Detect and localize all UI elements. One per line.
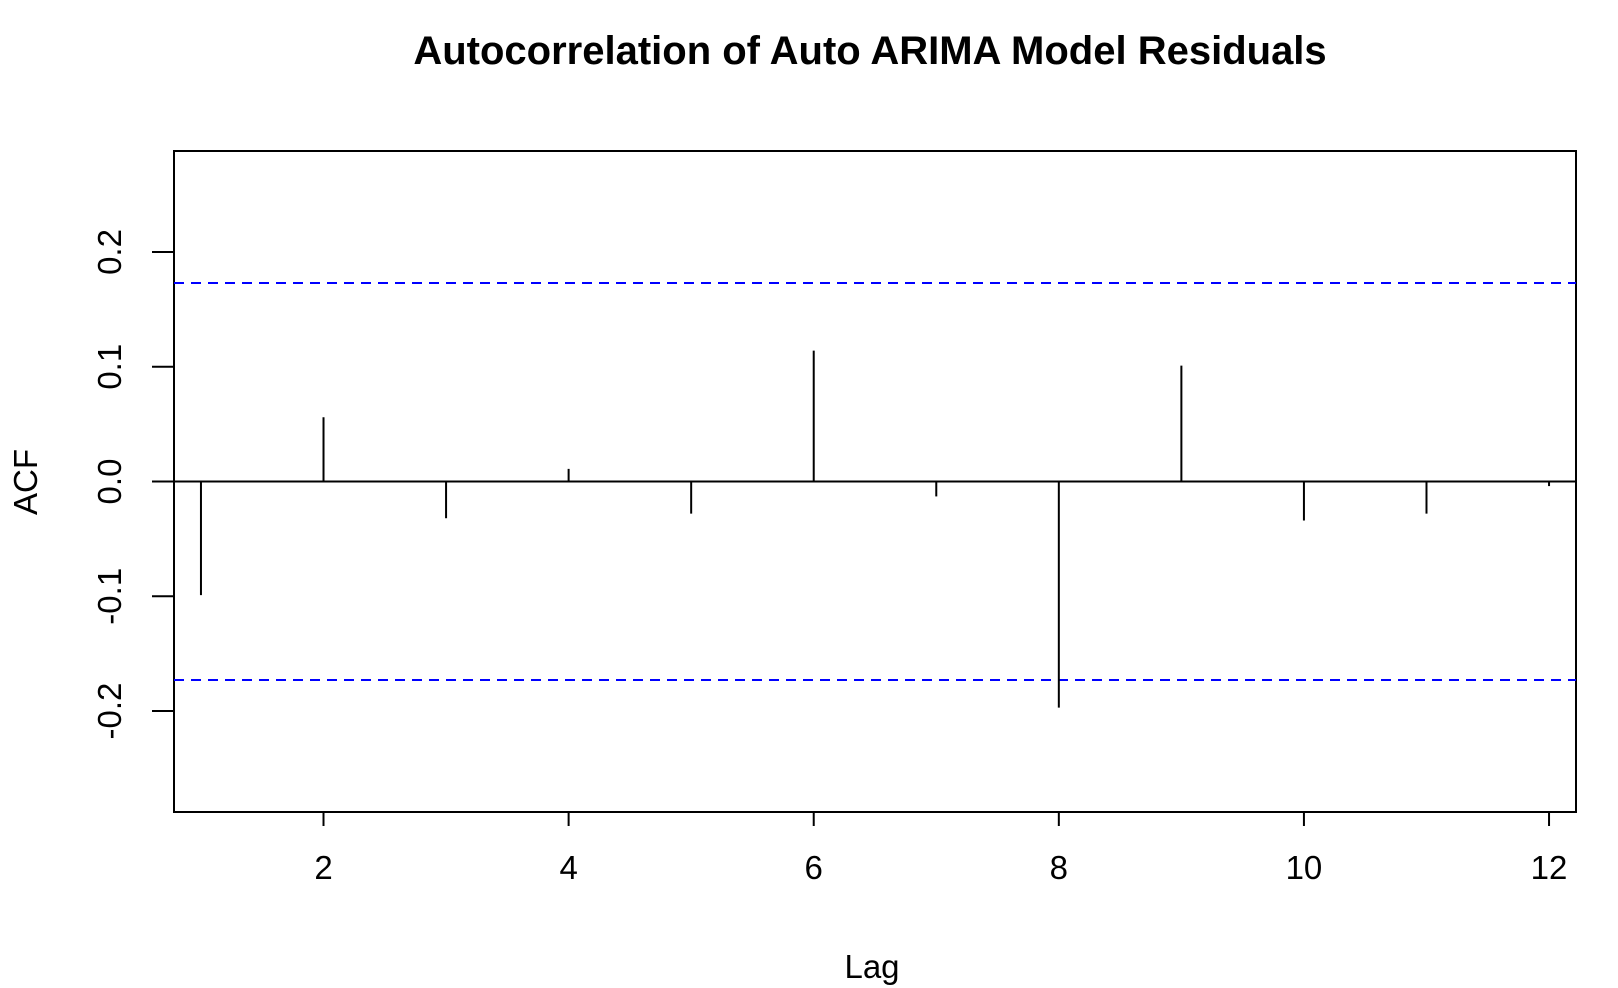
y-axis: -0.2 -0.1 0.0 0.1 0.2 — [91, 229, 174, 739]
x-tick-label: 4 — [559, 849, 577, 886]
chart-title: Autocorrelation of Auto ARIMA Model Resi… — [413, 29, 1326, 73]
x-tick-label: 12 — [1531, 849, 1568, 886]
y-tick-label: 0.1 — [91, 344, 128, 390]
x-tick-label: 6 — [805, 849, 823, 886]
y-axis-label: ACF — [7, 449, 44, 515]
x-axis: 2 4 6 8 10 12 — [314, 812, 1567, 886]
x-tick-label: 2 — [314, 849, 332, 886]
x-axis-label: Lag — [844, 948, 899, 985]
y-tick-label: 0.0 — [91, 459, 128, 505]
x-tick-label: 8 — [1050, 849, 1068, 886]
y-tick-label: -0.2 — [91, 683, 128, 740]
acf-bars — [199, 350, 1551, 708]
y-tick-label: 0.2 — [91, 229, 128, 275]
x-tick-label: 10 — [1286, 849, 1323, 886]
confidence-bounds — [174, 281, 1576, 682]
y-tick-label: -0.1 — [91, 568, 128, 625]
